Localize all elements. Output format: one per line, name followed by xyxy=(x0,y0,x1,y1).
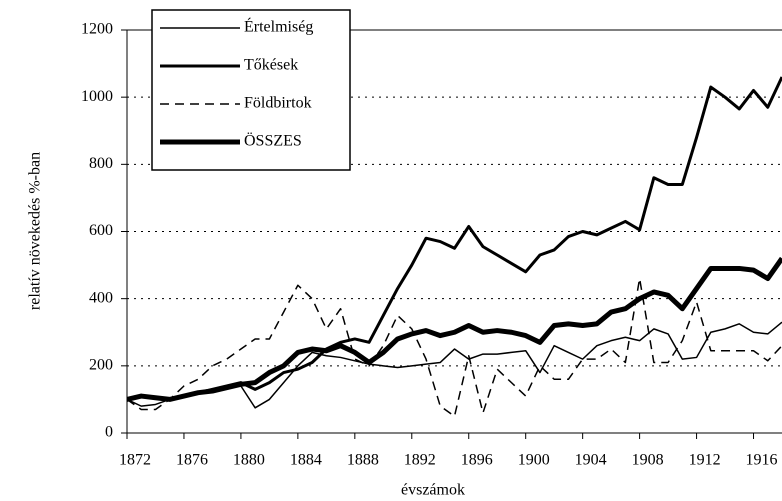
y-tick-label: 600 xyxy=(89,222,113,239)
series-line xyxy=(126,277,782,417)
series-line xyxy=(126,256,782,402)
legend-label: ÖSSZES xyxy=(244,132,302,150)
x-axis-label: évszámok xyxy=(401,482,465,499)
y-tick-label: 400 xyxy=(89,289,113,306)
x-tick-label: 1912 xyxy=(689,452,721,469)
x-tick-label: 1904 xyxy=(575,452,607,469)
x-tick-label: 1872 xyxy=(119,452,151,469)
legend-label: Tőkések xyxy=(244,57,298,74)
x-tick-label: 1896 xyxy=(461,452,493,469)
x-tick-label: 1880 xyxy=(233,452,265,469)
y-tick-label: 1000 xyxy=(81,88,113,105)
legend-label: Földbirtok xyxy=(244,95,312,112)
x-tick-label: 1876 xyxy=(176,452,208,469)
x-tick-label: 1888 xyxy=(347,452,379,469)
x-tick-label: 1908 xyxy=(632,452,664,469)
x-tick-label: 1916 xyxy=(746,452,778,469)
y-axis-label: relatív növekedés %-ban xyxy=(27,152,44,310)
y-tick-label: 0 xyxy=(105,424,113,441)
x-tick-label: 1892 xyxy=(404,452,436,469)
legend-label: Értelmiség xyxy=(244,17,313,36)
y-tick-label: 1200 xyxy=(81,21,113,38)
y-tick-label: 200 xyxy=(89,357,113,374)
y-tick-label: 800 xyxy=(89,155,113,172)
x-tick-label: 1900 xyxy=(518,452,550,469)
x-tick-label: 1884 xyxy=(290,452,322,469)
